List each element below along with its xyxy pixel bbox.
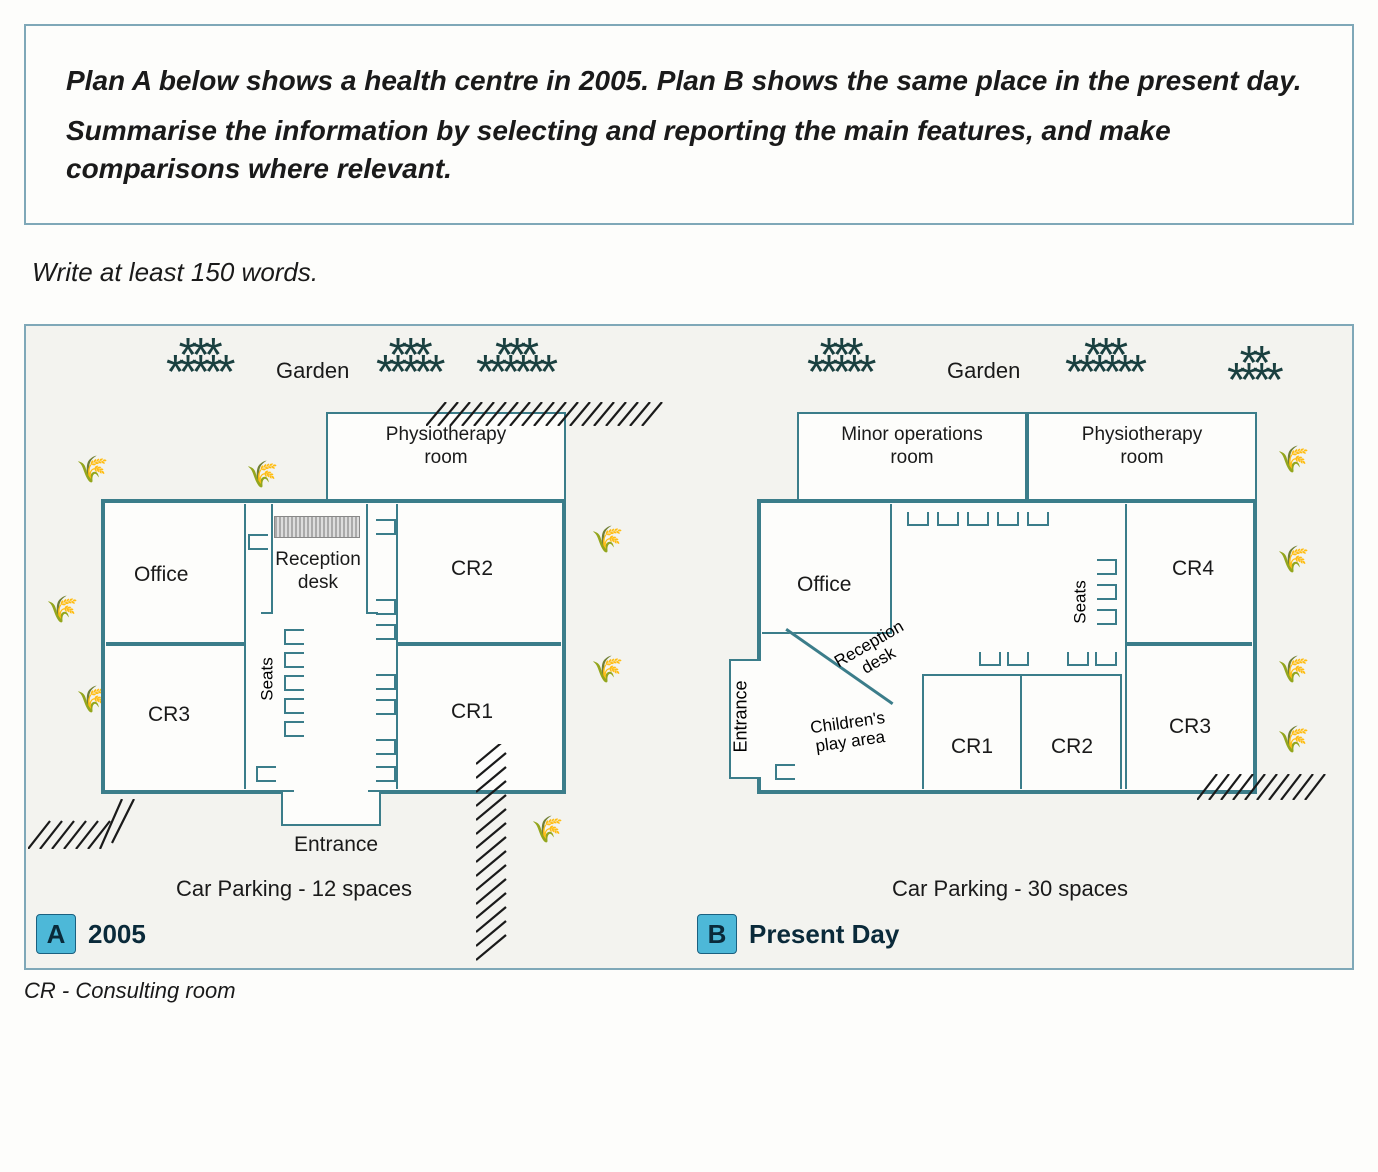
grass-icon: 🌾 — [1277, 444, 1309, 475]
bush-icon: ********* — [476, 348, 552, 382]
seat-icon — [376, 739, 396, 755]
seat-icon — [1097, 584, 1117, 600]
seat-icon — [284, 721, 304, 737]
bush-icon: ******** — [807, 348, 870, 382]
garden-label-b: Garden — [947, 358, 1020, 384]
minor-ops-label: Minor operations room — [825, 424, 999, 470]
car-parking-a: Car Parking - 12 spaces — [176, 876, 412, 902]
reception-partition — [261, 504, 273, 614]
cr2-label-b: CR2 — [1051, 734, 1093, 759]
grass-icon: 🌾 — [46, 594, 78, 625]
seat-icon — [937, 512, 959, 526]
plan-a: ******** Garden ******** ********* 🌾 🌾 🌾… — [36, 344, 681, 954]
room-office-b — [762, 504, 892, 634]
cr1-label-a: CR1 — [451, 699, 493, 724]
seat-icon — [1097, 609, 1117, 625]
seat-icon — [967, 512, 989, 526]
badge-letter-a: A — [36, 914, 76, 954]
seat-icon — [775, 764, 795, 780]
seat-icon — [1095, 652, 1117, 666]
seat-icon — [907, 512, 929, 526]
plan-a-badge: A 2005 — [36, 914, 146, 954]
grass-icon: 🌾 — [591, 524, 623, 555]
grass-icon: 🌾 — [591, 654, 623, 685]
bush-icon: ******** — [166, 348, 229, 382]
seat-icon — [284, 652, 304, 668]
cr1-label-b: CR1 — [951, 734, 993, 759]
seat-icon — [979, 652, 1001, 666]
seat-icon — [997, 512, 1019, 526]
reception-label-a: Reception desk — [268, 549, 368, 595]
seats-label-b: Seats — [1071, 581, 1091, 624]
reception-desk-shade — [274, 516, 360, 538]
plans-container: ******** Garden ******** ********* 🌾 🌾 🌾… — [24, 324, 1354, 970]
instruction-text: Write at least 150 words. — [32, 257, 1354, 288]
seat-icon — [376, 624, 396, 640]
cr4-label: CR4 — [1172, 556, 1214, 581]
grass-icon: 🌾 — [1277, 724, 1309, 755]
cr3-label-b: CR3 — [1169, 714, 1211, 739]
office-label-a: Office — [134, 562, 188, 587]
prompt-line-1: Plan A below shows a health centre in 20… — [66, 62, 1312, 100]
seats-label-a: Seats — [258, 658, 278, 701]
entrance-label-b: Entrance — [731, 681, 752, 753]
plan-b-badge: B Present Day — [697, 914, 899, 954]
seat-icon — [376, 519, 396, 535]
road-hatching — [28, 799, 138, 849]
seat-icon — [376, 599, 396, 615]
room-cr2-b — [1022, 674, 1122, 789]
prompt-box: Plan A below shows a health centre in 20… — [24, 24, 1354, 225]
seat-icon — [376, 674, 396, 690]
seat-icon — [284, 675, 304, 691]
seat-icon — [284, 629, 304, 645]
entrance-box-a — [281, 792, 381, 826]
grass-icon: 🌾 — [246, 459, 278, 490]
entrance-label-a: Entrance — [294, 832, 378, 857]
seat-icon — [284, 698, 304, 714]
seat-icon — [1027, 512, 1049, 526]
prompt-line-2: Summarise the information by selecting a… — [66, 112, 1312, 188]
car-parking-b: Car Parking - 30 spaces — [892, 876, 1128, 902]
seat-icon — [376, 766, 396, 782]
badge-text-a: 2005 — [88, 919, 146, 950]
bush-icon: ********* — [1065, 348, 1141, 382]
plan-b: ******** Garden ********* ****** 🌾 🌾 🌾 🌾… — [697, 344, 1342, 954]
seat-icon — [256, 766, 276, 782]
physio-label-a: Physiotherapy room — [354, 424, 538, 470]
footnote: CR - Consulting room — [24, 978, 1354, 1004]
seat-icon — [248, 534, 268, 550]
grass-icon: 🌾 — [531, 814, 563, 845]
grass-icon: 🌾 — [1277, 654, 1309, 685]
seat-icon — [376, 699, 396, 715]
seat-icon — [1007, 652, 1029, 666]
grass-icon: 🌾 — [76, 454, 108, 485]
room-cr1-b — [922, 674, 1022, 789]
office-label-b: Office — [797, 572, 851, 597]
seat-icon — [1097, 559, 1117, 575]
cr3-label-a: CR3 — [148, 702, 190, 727]
seat-icon — [1067, 652, 1089, 666]
physio-label-b: Physiotherapy room — [1055, 424, 1229, 470]
badge-letter-b: B — [697, 914, 737, 954]
badge-text-b: Present Day — [749, 919, 899, 950]
bush-icon: ******** — [376, 348, 439, 382]
grass-icon: 🌾 — [1277, 544, 1309, 575]
bush-icon: ****** — [1227, 356, 1278, 390]
garden-label-a: Garden — [276, 358, 349, 384]
cr2-label-a: CR2 — [451, 556, 493, 581]
